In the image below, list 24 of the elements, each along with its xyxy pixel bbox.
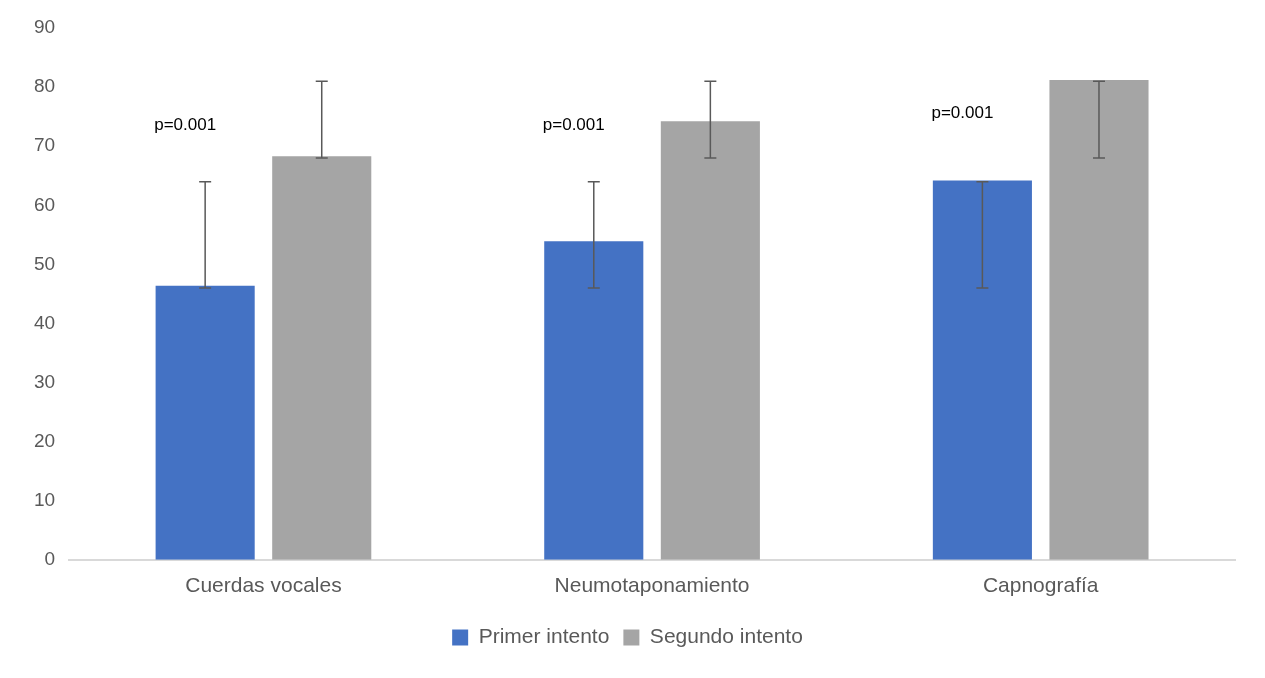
- bar: [544, 241, 644, 560]
- y-tick-label: 0: [44, 548, 56, 570]
- y-tick-label: 60: [33, 193, 56, 215]
- annotation: p=0.001: [931, 102, 994, 122]
- x-tick-label: Capnografía: [982, 573, 1099, 597]
- y-tick-label: 40: [33, 311, 56, 333]
- bar: [932, 180, 1032, 560]
- y-tick-label: 80: [33, 75, 56, 97]
- annotation: p=0.001: [154, 114, 217, 134]
- y-tick-label: 90: [33, 16, 56, 38]
- annotation: p=0.001: [542, 114, 605, 134]
- y-tick-label: 10: [33, 488, 56, 510]
- legend-label: Primer intento: [478, 624, 610, 648]
- y-tick-label: 30: [33, 370, 56, 392]
- y-tick-label: 50: [33, 252, 56, 274]
- x-tick-label: Cuerdas vocales: [185, 573, 342, 597]
- legend-label: Segundo intento: [649, 624, 803, 648]
- x-tick-label: Neumotaponamiento: [554, 573, 750, 597]
- y-tick-label: 70: [33, 134, 56, 156]
- bar: [155, 285, 255, 560]
- bar: [272, 156, 372, 560]
- y-tick-label: 20: [33, 429, 56, 451]
- bar: [660, 121, 760, 560]
- bar: [1049, 80, 1149, 560]
